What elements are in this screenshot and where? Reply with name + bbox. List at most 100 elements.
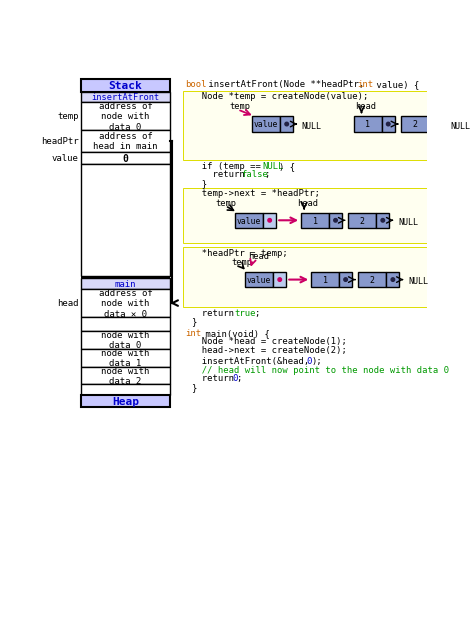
Text: value) {: value) { [371,80,419,89]
Text: ;: ; [237,374,242,383]
Circle shape [344,278,347,282]
Bar [329,212,342,228]
Text: 0: 0 [232,374,237,383]
Bar [301,212,329,228]
Text: node with
data 1: node with data 1 [101,349,150,368]
Text: int: int [357,80,373,89]
Text: );: ); [311,358,322,366]
Bar [183,188,427,244]
Text: if (temp ==: if (temp == [191,162,266,171]
Bar [273,272,286,287]
Text: 2: 2 [370,276,375,285]
Bar [81,384,170,395]
Bar [81,164,170,276]
Bar [81,78,170,92]
Text: NULL: NULL [398,218,418,227]
Text: temp: temp [231,258,252,267]
Text: node with
data 0: node with data 0 [101,331,150,351]
Text: ) {: ) { [279,162,295,171]
Text: value: value [52,154,79,163]
Circle shape [386,122,390,126]
Text: return: return [191,170,250,179]
Bar [81,289,170,317]
Bar [81,152,170,164]
Text: insertAtFront(Node **headPtr,: insertAtFront(Node **headPtr, [203,80,370,89]
Text: return: return [191,309,239,318]
Bar [348,212,376,228]
Circle shape [268,219,272,222]
Bar [81,366,170,384]
Text: }: } [191,317,196,326]
Text: head: head [356,102,376,112]
Text: value: value [237,217,261,226]
Text: true: true [235,309,256,318]
Text: value: value [247,276,272,285]
Text: 0: 0 [123,154,128,164]
Bar [81,349,170,366]
Text: temp: temp [57,112,79,121]
Text: 1: 1 [365,120,370,130]
Bar [263,212,276,228]
Text: address of
head in main: address of head in main [93,132,158,151]
Text: head: head [297,199,318,207]
Bar [245,272,273,287]
Bar [81,130,170,152]
Text: 2: 2 [360,217,365,226]
Bar [401,117,429,131]
Text: main(void) {: main(void) { [201,329,270,338]
Text: 0: 0 [307,358,312,366]
Bar [339,272,352,287]
Text: int: int [185,329,201,338]
Text: node with
data 2: node with data 2 [101,366,150,386]
Circle shape [391,278,395,282]
Text: temp: temp [230,102,251,112]
Bar [311,272,339,287]
Text: NULL: NULL [408,277,428,287]
Text: }: } [191,179,207,188]
Bar [382,117,395,131]
Text: insertAtFront(&head,: insertAtFront(&head, [191,358,315,366]
Text: *headPtr = temp;: *headPtr = temp; [191,249,288,258]
Text: 1: 1 [312,217,318,226]
Bar [183,91,427,160]
Bar [81,102,170,130]
Text: temp->next = *headPtr;: temp->next = *headPtr; [191,189,320,199]
Text: 2: 2 [412,120,418,130]
Text: headPtr: headPtr [41,137,79,146]
Text: Stack: Stack [109,81,142,91]
Text: temp: temp [216,199,237,207]
Circle shape [285,122,289,126]
Text: Node *temp = createNode(value);: Node *temp = createNode(value); [191,92,368,102]
Text: NULL: NULL [262,162,284,171]
Bar [358,272,386,287]
Bar [81,276,170,278]
Bar [81,395,170,407]
Text: false: false [241,170,268,179]
Bar [235,212,263,228]
Bar [81,278,170,289]
Bar [81,317,170,331]
Text: Heap: Heap [112,397,139,407]
Text: return: return [191,374,239,383]
Text: address of
node with
data ✕ 0: address of node with data ✕ 0 [99,289,152,319]
Bar [252,117,280,131]
Circle shape [278,278,282,282]
Text: NULL: NULL [451,121,471,131]
Text: head: head [57,299,79,308]
Text: value: value [254,120,278,130]
Bar [183,247,427,307]
Text: Node *head = createNode(1);: Node *head = createNode(1); [191,337,347,346]
Bar [280,117,293,131]
Text: insertAtFront: insertAtFront [91,93,160,102]
Text: 1: 1 [323,276,328,285]
Bar [81,92,170,102]
Text: ;: ; [254,309,259,318]
Bar [386,272,400,287]
Bar [354,117,382,131]
Text: head: head [248,252,269,261]
Circle shape [434,122,438,126]
Text: ;: ; [264,170,270,179]
Text: main: main [115,280,136,288]
Text: }: } [191,383,196,392]
Circle shape [334,219,337,222]
